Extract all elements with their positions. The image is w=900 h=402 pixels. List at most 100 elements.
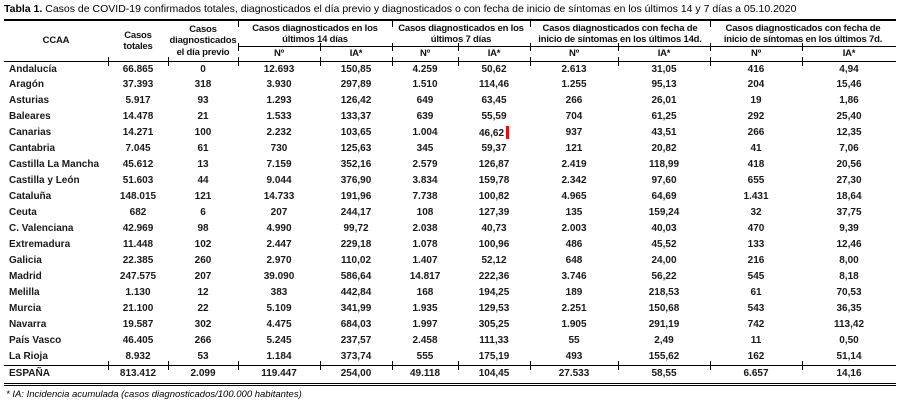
cell-value: 1,86 xyxy=(839,95,859,107)
cell-value: 7.159 xyxy=(266,159,292,171)
value-cell: 59,37 xyxy=(458,141,530,157)
cell-value: 470 xyxy=(747,223,765,235)
ccaa-cell: Melilla xyxy=(9,287,40,299)
sub-header-row: Nº IA* Nº IA* Nº IA* Nº IA* xyxy=(4,43,897,62)
value-cell: 37.393 xyxy=(108,77,168,93)
cell-value: 704 xyxy=(565,111,583,123)
cell-value: 352,16 xyxy=(340,159,372,171)
cell-value: 108 xyxy=(416,207,434,219)
cell-value: 302 xyxy=(194,319,212,331)
ccaa-cell: Navarra xyxy=(9,319,47,331)
value-cell: 55,59 xyxy=(458,109,530,125)
cell-value: 27.533 xyxy=(558,368,590,380)
value-cell: 61 xyxy=(168,141,238,157)
cell-value: 162 xyxy=(747,351,765,363)
ccaa-cell: Ceuta xyxy=(9,207,37,219)
cell-value: 4,94 xyxy=(839,63,859,75)
ccaa-cell: Baleares xyxy=(9,111,51,123)
cell-value: 61 xyxy=(197,143,209,155)
value-cell: 11.448 xyxy=(108,237,168,253)
footnote: * IA: Incidencia acumulada (casos diagno… xyxy=(6,388,302,400)
cell-value: 119.447 xyxy=(261,368,297,380)
sub-header-ia-14d: IA* xyxy=(319,43,392,62)
value-cell: 36,35 xyxy=(802,301,896,317)
ccaa-cell: País Vasco xyxy=(9,335,62,347)
cell-value: 51,14 xyxy=(836,351,862,363)
value-cell: 555 xyxy=(392,349,458,365)
value-cell: 26,01 xyxy=(618,93,710,109)
covid-cases-table: CCAA Casos totales Casos diagnosticados … xyxy=(4,18,897,386)
cell-value: 3.746 xyxy=(561,271,587,283)
value-cell: 14.478 xyxy=(108,109,168,125)
cell-value: 53 xyxy=(197,351,209,363)
cell-value: 24,00 xyxy=(651,255,677,267)
value-cell: 730 xyxy=(238,141,320,157)
value-cell: 100,96 xyxy=(458,237,530,253)
value-cell: 121 xyxy=(530,141,618,157)
value-cell: 352,16 xyxy=(320,157,392,173)
cell-value: 266 xyxy=(194,335,212,347)
value-cell: 207 xyxy=(168,269,238,285)
value-cell: 6.657 xyxy=(709,361,802,386)
cell-value: 51.603 xyxy=(122,175,154,187)
value-cell: 12,46 xyxy=(802,237,896,253)
value-cell: 21 xyxy=(168,109,238,125)
value-cell: 129,53 xyxy=(458,301,530,317)
cell-value: 127,39 xyxy=(478,207,510,219)
ccaa-cell: Canarias xyxy=(9,127,52,139)
value-cell: 70,53 xyxy=(802,285,896,301)
value-cell: 649 xyxy=(392,93,458,109)
value-cell: 40,73 xyxy=(458,221,530,237)
cell-value: 100,96 xyxy=(478,239,510,251)
value-cell: 168 xyxy=(392,285,458,301)
cell-value: 150,85 xyxy=(340,63,372,75)
value-cell: 8,00 xyxy=(802,253,896,269)
value-cell: 229,18 xyxy=(320,237,392,253)
table-row: Madrid 247.575 207 39.090 586,64 14.817 222,36… xyxy=(4,269,896,285)
value-cell: 1.905 xyxy=(530,317,618,333)
cell-value: 148.015 xyxy=(119,191,157,203)
cell-value: 7,06 xyxy=(839,143,859,155)
value-cell: 25,40 xyxy=(802,109,896,125)
value-cell: 345 xyxy=(392,141,458,157)
cell-value: 5.917 xyxy=(125,95,151,107)
cell-value: 19 xyxy=(750,95,762,107)
cell-value: 27,30 xyxy=(836,175,862,187)
cell-value: 7.045 xyxy=(125,143,151,155)
value-cell: 292 xyxy=(710,109,802,125)
value-cell: 125,63 xyxy=(320,141,392,157)
value-cell: 46.405 xyxy=(108,333,168,349)
cell-value: 207 xyxy=(194,271,212,283)
cell-value: 19.587 xyxy=(122,319,154,331)
cell-value: 21.100 xyxy=(122,303,154,315)
cell-value: 59,37 xyxy=(481,143,507,155)
value-cell: 684,03 xyxy=(320,317,392,333)
cell-value: 229,18 xyxy=(340,239,372,251)
total-row: ESPAÑA 813.412 2.099 119.447 254,00 49.118 104… xyxy=(4,361,897,386)
cell-value: 61 xyxy=(750,287,762,299)
cell-value: 2.970 xyxy=(266,255,292,267)
cell-value: 37,75 xyxy=(836,207,862,219)
value-cell: 222,36 xyxy=(458,269,530,285)
group-header-ultimos-14-dias: Casos diagnosticados en los últimos 14 d… xyxy=(237,18,392,47)
value-cell: 1.293 xyxy=(238,93,320,109)
value-cell: 648 xyxy=(530,253,618,269)
ccaa-cell: Cataluña xyxy=(9,191,52,203)
cell-value: 4.965 xyxy=(561,191,587,203)
value-cell: 2.232 xyxy=(238,125,320,141)
value-cell: 2.970 xyxy=(238,253,320,269)
cell-value: 2.099 xyxy=(190,368,216,380)
cell-value: 684,03 xyxy=(340,319,372,331)
value-cell: 543 xyxy=(710,301,802,317)
value-cell: 114,46 xyxy=(458,77,530,93)
cell-value: 50,62 xyxy=(481,63,507,75)
cell-value: 1.293 xyxy=(266,95,292,107)
value-cell: 175,19 xyxy=(458,349,530,365)
value-cell: 0 xyxy=(167,57,238,78)
cell-value: 266 xyxy=(565,95,583,107)
cell-value: 2.613 xyxy=(561,63,587,75)
cell-value: 1.905 xyxy=(561,319,587,331)
ccaa-cell: Galicia xyxy=(9,255,42,267)
cell-value: 121 xyxy=(194,191,212,203)
value-cell: 93 xyxy=(168,93,238,109)
